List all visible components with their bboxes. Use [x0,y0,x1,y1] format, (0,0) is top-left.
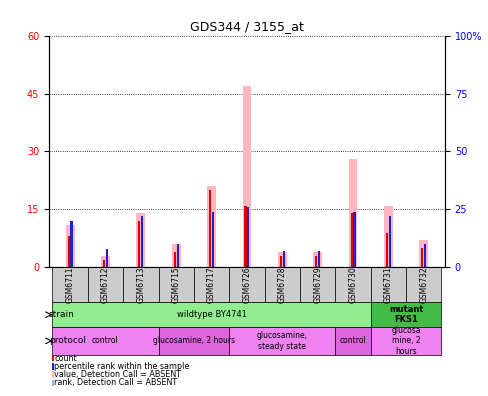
Text: GSM6730: GSM6730 [348,267,357,303]
Bar [158,267,194,302]
Text: GSM6711: GSM6711 [65,267,75,303]
Text: count: count [54,354,77,363]
Text: GSM6717: GSM6717 [206,267,216,303]
Text: mutant
FKS1: mutant FKS1 [388,305,423,324]
Bar [313,252,322,267]
Text: value, Detection Call = ABSENT: value, Detection Call = ABSENT [54,370,181,379]
Text: GSM6728: GSM6728 [277,267,286,303]
Bar [207,186,216,267]
Bar [244,206,246,267]
Bar [101,256,110,267]
Bar [282,251,284,267]
Bar [388,216,390,267]
Text: protocol: protocol [49,336,86,345]
Bar [242,86,251,267]
Bar [385,232,387,267]
Bar [70,221,72,267]
Bar [70,221,72,267]
Bar [176,244,178,267]
Bar [388,216,390,267]
Bar [229,327,335,355]
Bar [52,380,54,386]
Bar [105,249,108,267]
Bar [279,256,282,267]
Bar [383,206,392,267]
Bar [277,252,286,267]
Bar [370,327,441,355]
Bar [52,355,54,362]
Bar [173,252,176,267]
Text: percentile rank within the sample: percentile rank within the sample [54,362,189,371]
Text: GSM6729: GSM6729 [312,267,322,303]
Bar [229,267,264,302]
Bar [52,327,158,355]
Bar [423,244,426,267]
Bar [136,213,145,267]
Bar [335,327,370,355]
Bar [282,251,284,267]
Title: GDS344 / 3155_at: GDS344 / 3155_at [190,20,303,33]
Bar [176,244,178,267]
Bar [194,267,229,302]
Bar [421,248,423,267]
Text: glucosamine, 2 hours: glucosamine, 2 hours [153,336,234,345]
Text: strain: strain [49,310,75,319]
Bar [423,244,426,267]
Text: GSM6712: GSM6712 [101,267,110,303]
Bar [335,267,370,302]
Text: GSM6713: GSM6713 [136,267,145,303]
Bar [141,216,143,267]
Bar [138,221,140,267]
Bar [264,267,299,302]
Bar [247,207,249,267]
Text: GSM6715: GSM6715 [171,267,181,303]
Bar [348,159,357,267]
Bar [350,213,352,267]
Bar [211,212,214,267]
Text: wildtype BY4741: wildtype BY4741 [176,310,246,319]
Bar [52,267,88,302]
Bar [209,190,211,267]
Bar [67,236,70,267]
Bar [247,207,249,267]
Bar [52,302,370,327]
Text: rank, Detection Call = ABSENT: rank, Detection Call = ABSENT [54,378,177,387]
Bar [370,302,441,327]
Bar [299,267,335,302]
Text: GSM6731: GSM6731 [383,267,392,303]
Bar [315,256,317,267]
Bar [171,244,180,267]
Bar [65,225,74,267]
Text: GSM6726: GSM6726 [242,267,251,303]
Bar [353,212,355,267]
Bar [103,260,105,267]
Text: glucosamine,
steady state: glucosamine, steady state [256,331,307,350]
Bar [419,240,427,267]
Bar [105,249,108,267]
Bar [52,364,54,369]
Bar [123,267,158,302]
Bar [353,212,355,267]
Bar [158,327,229,355]
Text: GSM6732: GSM6732 [418,267,427,303]
Bar [317,251,320,267]
Bar [317,251,320,267]
Bar [370,267,405,302]
Bar [52,371,54,378]
Text: control: control [339,336,366,345]
Text: glucosa
mine, 2
hours: glucosa mine, 2 hours [390,326,420,356]
Text: control: control [92,336,119,345]
Bar [405,267,441,302]
Bar [141,216,143,267]
Bar [211,212,214,267]
Bar [88,267,123,302]
